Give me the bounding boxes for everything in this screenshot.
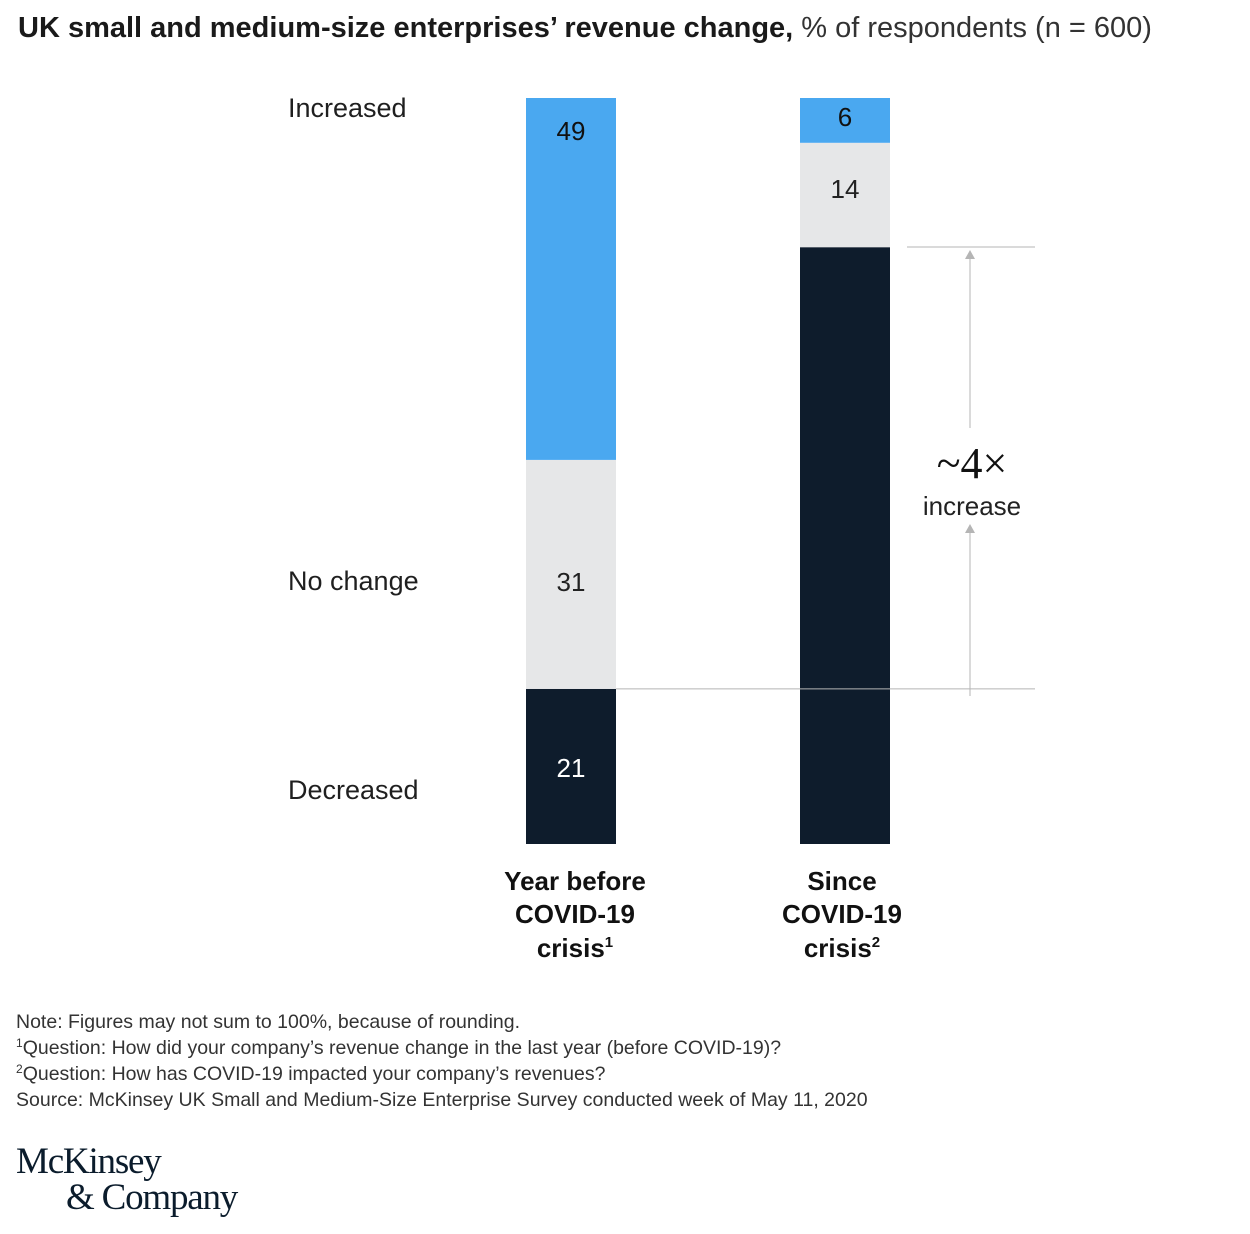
note-question-1: 1Question: How did your company’s revenu… <box>16 1035 1016 1061</box>
logo-line-1: McKinsey <box>16 1141 162 1182</box>
annotation-arrow-head-lower <box>965 524 975 533</box>
category-label-2-line-1: Since <box>807 866 876 896</box>
note-question-2-marker: 2 <box>16 1062 23 1076</box>
category-label-1-line-1: Year before <box>504 866 646 896</box>
category-label-1-line-2: COVID-19 <box>515 899 635 929</box>
footnotes: Note: Figures may not sum to 100%, becau… <box>16 1009 1016 1113</box>
category-label-2-crisis: crisis <box>804 933 872 963</box>
category-label-2-line-2: COVID-19 <box>782 899 902 929</box>
note-question-1-marker: 1 <box>16 1036 23 1050</box>
bar-2-no-change <box>800 142 890 248</box>
data-label-1-increased: 49 <box>557 116 586 146</box>
data-label-2-no-change: 14 <box>831 174 860 204</box>
logo-line-2: & Company <box>66 1177 238 1218</box>
data-label-1-decreased: 21 <box>557 753 586 783</box>
note-question-2: 2Question: How has COVID-19 impacted you… <box>16 1061 1016 1087</box>
annotation-value: ~4× <box>937 439 1008 488</box>
data-label-2-increased: 6 <box>838 102 852 132</box>
legend-label-increased: Increased <box>288 93 407 123</box>
note-question-2-text: Question: How has COVID-19 impacted your… <box>22 1063 606 1085</box>
bar-2-decreased <box>800 247 890 844</box>
note-source: Source: McKinsey UK Small and Medium-Siz… <box>16 1089 868 1111</box>
note-question-1-text: Question: How did your company’s revenue… <box>22 1037 782 1059</box>
annotation-arrow-head-upper <box>965 250 975 259</box>
category-label-2-footnote-marker: 2 <box>872 934 880 951</box>
category-label-1-crisis: crisis <box>537 933 605 963</box>
chart-title-main: UK small and medium-size enterprises’ re… <box>18 12 794 44</box>
legend-label-decreased: Decreased <box>288 775 419 805</box>
category-label-2-line-3: crisis2 <box>804 933 880 963</box>
category-label-1-line-3: crisis1 <box>537 933 613 963</box>
annotation-label: increase <box>923 491 1021 521</box>
bar-1-no-change <box>526 459 616 689</box>
bar-2-increased <box>800 98 890 143</box>
bar-1-increased <box>526 98 616 460</box>
category-label-1-footnote-marker: 1 <box>605 934 613 951</box>
bar-1-decreased <box>526 688 616 844</box>
note-rounding: Note: Figures may not sum to 100%, becau… <box>16 1011 521 1033</box>
chart-title: UK small and medium-size enterprises’ re… <box>18 8 1238 48</box>
legend-label-no-change: No change <box>288 566 419 596</box>
mckinsey-logo: McKinsey & Company <box>16 1141 238 1218</box>
chart-title-subtitle: % of respondents (n = 600) <box>801 12 1152 44</box>
data-label-1-no-change: 31 <box>557 567 586 597</box>
